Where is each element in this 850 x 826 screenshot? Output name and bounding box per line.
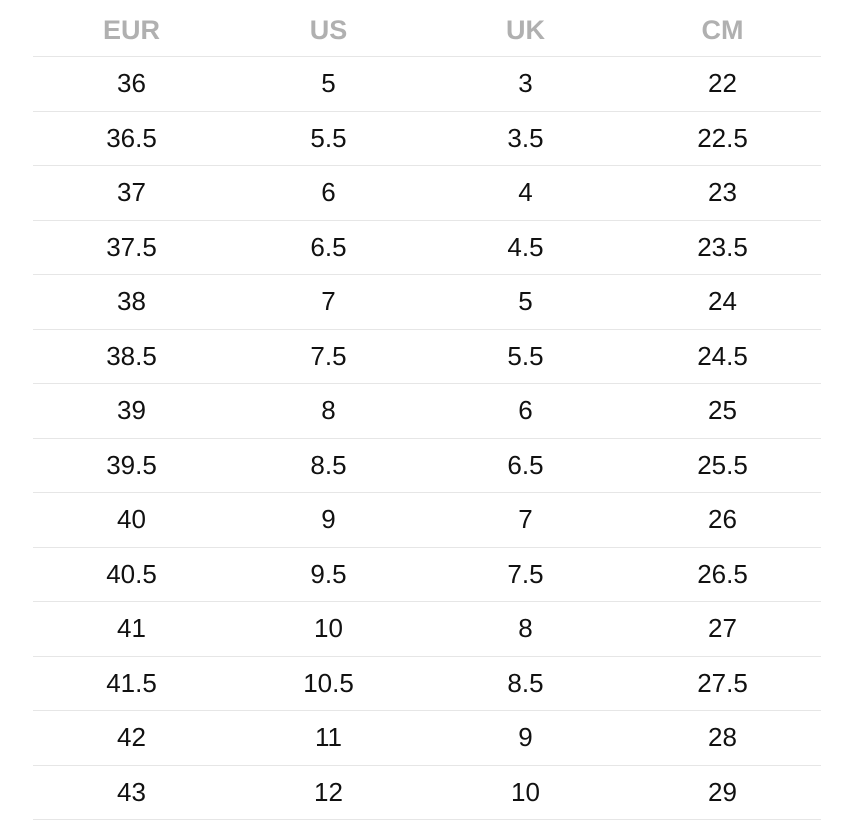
cell-us: 9 xyxy=(321,504,336,535)
cell-uk: 6 xyxy=(518,395,533,426)
cell-cm: 22.5 xyxy=(697,122,748,153)
cell-uk: 5 xyxy=(518,286,533,317)
cell-eur: 39.5 xyxy=(106,449,157,480)
cell-cm: 25 xyxy=(708,395,737,426)
cell-cm: 27.5 xyxy=(697,667,748,698)
cell-us: 7 xyxy=(321,286,336,317)
cell-cm: 24.5 xyxy=(697,340,748,371)
cell-eur: 36 xyxy=(117,68,146,99)
column-header-us: US xyxy=(309,14,348,45)
cell-cm: 22 xyxy=(708,68,737,99)
cell-uk: 9 xyxy=(518,722,533,753)
cell-us: 5 xyxy=(321,68,336,99)
cell-cm: 28 xyxy=(708,722,737,753)
cell-us: 8.5 xyxy=(310,449,347,480)
table-row: 37.5 6.5 4.5 23.5 xyxy=(33,221,821,275)
cell-eur: 38.5 xyxy=(106,340,157,371)
cell-uk: 7 xyxy=(518,504,533,535)
cell-us: 8 xyxy=(321,395,336,426)
cell-uk: 8.5 xyxy=(507,667,544,698)
column-header-eur: EUR xyxy=(102,14,160,45)
cell-cm: 29 xyxy=(708,776,737,807)
cell-uk: 4.5 xyxy=(507,231,544,262)
cell-eur: 38 xyxy=(117,286,146,317)
cell-cm: 27 xyxy=(708,613,737,644)
cell-uk: 3.5 xyxy=(507,122,544,153)
cell-us: 5.5 xyxy=(310,122,347,153)
table-row: 40.5 9.5 7.5 26.5 xyxy=(33,548,821,602)
cell-eur: 41 xyxy=(117,613,146,644)
cell-eur: 40 xyxy=(117,504,146,535)
cell-us: 11 xyxy=(315,722,342,753)
cell-uk: 6.5 xyxy=(507,449,544,480)
cell-us: 7.5 xyxy=(310,340,347,371)
cell-eur: 42 xyxy=(117,722,146,753)
cell-cm: 23 xyxy=(708,177,737,208)
cell-cm: 24 xyxy=(708,286,737,317)
table-body: 36 5 3 22 36.5 5.5 3.5 22.5 37 6 4 23 37.5 6.5 4.5 23.5… xyxy=(33,57,821,820)
cell-eur: 41.5 xyxy=(106,667,157,698)
cell-cm: 23.5 xyxy=(697,231,748,262)
cell-uk: 3 xyxy=(518,68,533,99)
table-row: 41 10 8 27 xyxy=(33,602,821,657)
cell-eur: 40.5 xyxy=(106,558,157,589)
table-row: 38 7 5 24 xyxy=(33,275,821,330)
cell-us: 10 xyxy=(314,613,343,644)
table-row: 37 6 4 23 xyxy=(33,166,821,221)
cell-eur: 39 xyxy=(117,395,146,426)
cell-cm: 26.5 xyxy=(697,558,748,589)
table-row: 40 9 7 26 xyxy=(33,493,821,548)
cell-uk: 4 xyxy=(518,177,533,208)
column-header-uk: UK xyxy=(506,14,545,45)
cell-uk: 5.5 xyxy=(507,340,544,371)
table-row: 43 12 10 29 xyxy=(33,766,821,820)
table-row: 36 5 3 22 xyxy=(33,57,821,112)
table-row: 39 8 6 25 xyxy=(33,384,821,439)
cell-eur: 37.5 xyxy=(106,231,157,262)
cell-cm: 25.5 xyxy=(697,449,748,480)
cell-us: 9.5 xyxy=(310,558,347,589)
table-row: 36.5 5.5 3.5 22.5 xyxy=(33,112,821,166)
cell-us: 10.5 xyxy=(303,667,354,698)
cell-eur: 36.5 xyxy=(106,122,157,153)
cell-us: 12 xyxy=(314,776,343,807)
cell-us: 6 xyxy=(321,177,336,208)
table-row: 38.5 7.5 5.5 24.5 xyxy=(33,330,821,384)
table-row: 41.5 10.5 8.5 27.5 xyxy=(33,657,821,711)
table-row: 42 11 9 28 xyxy=(33,711,821,766)
cell-uk: 7.5 xyxy=(507,558,544,589)
cell-eur: 43 xyxy=(117,776,146,807)
cell-uk: 8 xyxy=(518,613,533,644)
size-chart-table: EUR US UK CM 36 5 3 22 36.5 5.5 3.5 22.5 37 6 4 23 3… xyxy=(33,8,821,820)
cell-uk: 10 xyxy=(511,776,540,807)
cell-cm: 26 xyxy=(708,504,737,535)
cell-eur: 37 xyxy=(117,177,146,208)
cell-us: 6.5 xyxy=(310,231,347,262)
table-header-row: EUR US UK CM xyxy=(33,8,821,57)
table-row: 39.5 8.5 6.5 25.5 xyxy=(33,439,821,493)
column-header-cm: CM xyxy=(701,14,744,45)
